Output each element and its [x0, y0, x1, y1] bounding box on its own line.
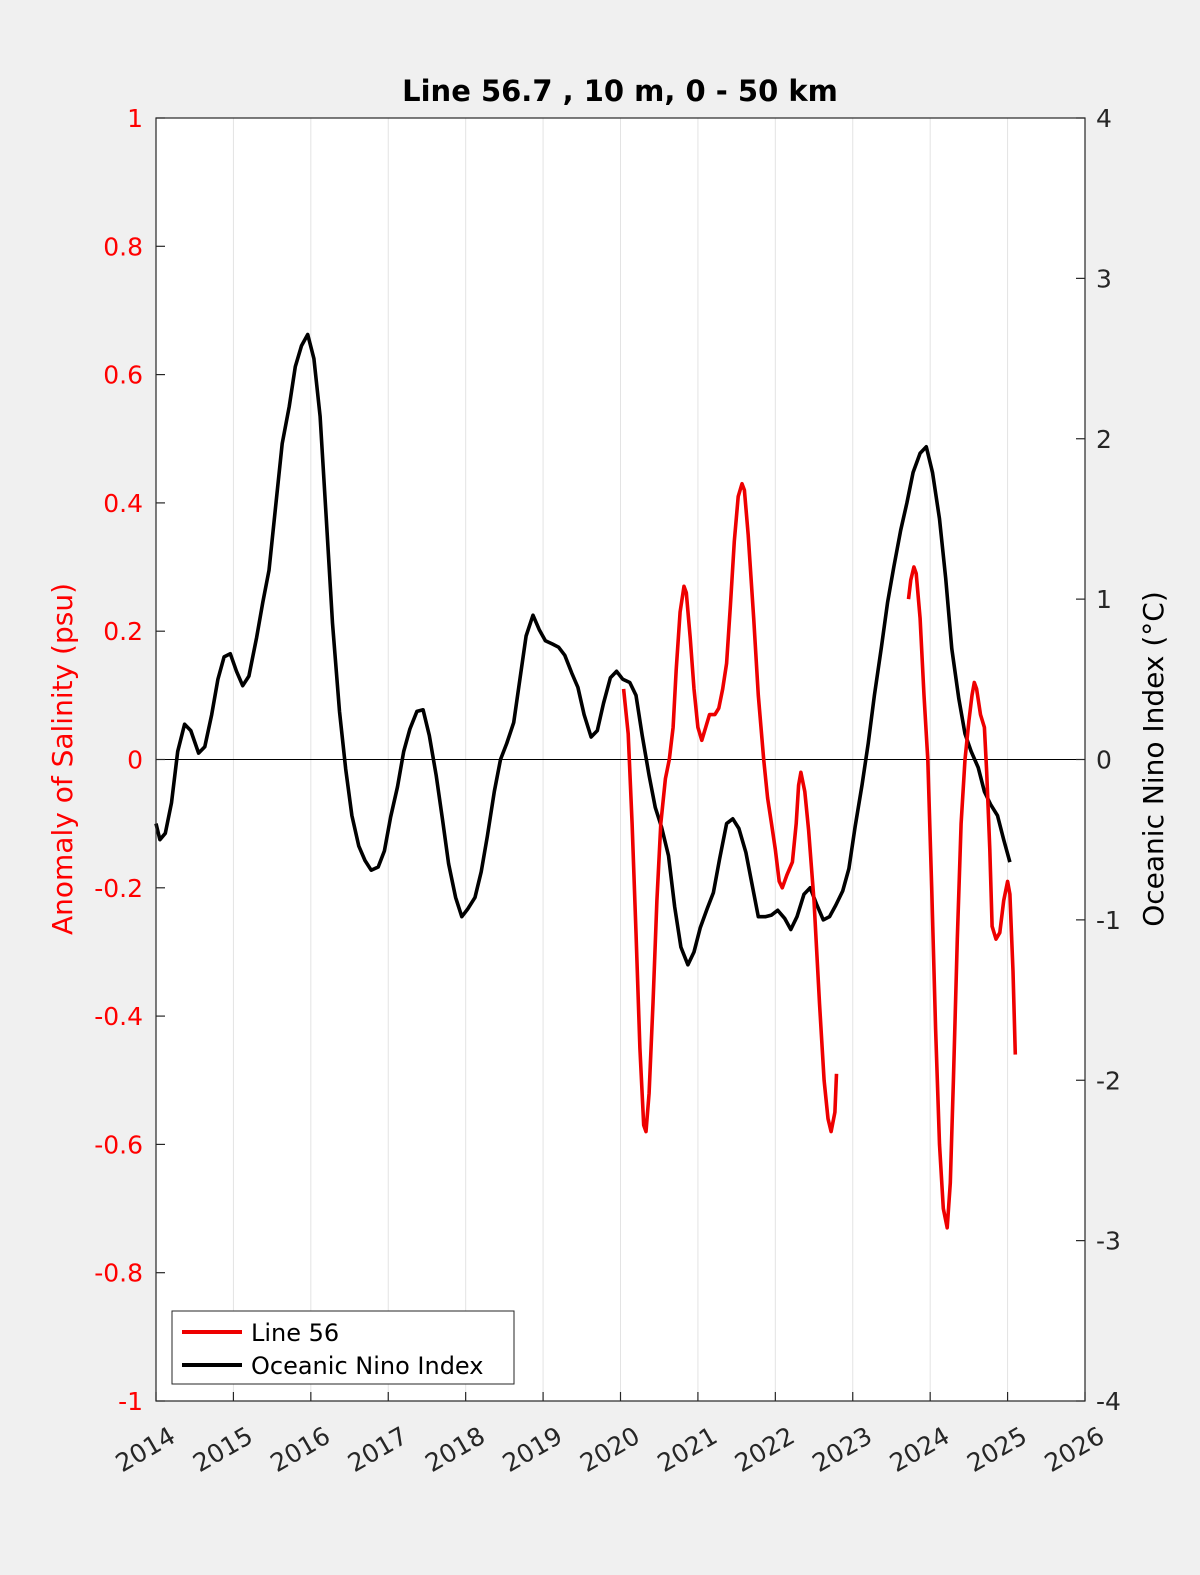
series-line-56-segment-1 [621, 481, 839, 1134]
y-left-tick-labels: -1 -0.8 -0.6 -0.4 -0.2 0 0.2 0.4 0.6 0.8 1 [94, 104, 143, 1416]
y-left-axis-label: Anomaly of Salinity (psu) [46, 583, 79, 935]
y-right-tick-label: 4 [1096, 104, 1112, 133]
y-left-tick-label: -0.4 [94, 1002, 143, 1031]
legend-label-oni: Oceanic Nino Index [251, 1352, 483, 1380]
y-right-tick-label: -1 [1096, 906, 1121, 935]
y-right-tick-label: -2 [1096, 1066, 1121, 1095]
y-left-tick-label: -0.6 [94, 1130, 143, 1159]
chart-title: Line 56.7 , 10 m, 0 - 50 km [402, 74, 838, 108]
y-right-tick-label: 0 [1096, 746, 1112, 775]
y-right-axis-label: Oceanic Nino Index (°C) [1137, 591, 1170, 927]
y-left-tick-label: -0.8 [94, 1259, 143, 1288]
y-right-tick-label: 1 [1096, 585, 1112, 614]
y-left-tick-label: 0 [127, 746, 143, 775]
y-right-tick-label: -4 [1096, 1387, 1121, 1416]
series-layer [154, 332, 1018, 1230]
axis-ticks [155, 117, 1086, 1402]
y-left-tick-label: -1 [118, 1387, 143, 1416]
y-right-tick-label: -3 [1096, 1227, 1121, 1256]
y-right-tick-label: 2 [1096, 425, 1112, 454]
y-left-tick-label: 0.2 [103, 617, 143, 646]
y-left-tick-label: 1 [127, 104, 143, 133]
legend-label-line-56: Line 56 [251, 1319, 339, 1347]
legend-box [171, 1310, 515, 1385]
y-left-tick-label: 0.8 [103, 232, 143, 261]
y-right-tick-label: 3 [1096, 264, 1112, 293]
y-right-tick-labels: -4 -3 -2 -1 0 1 2 3 4 [1096, 104, 1121, 1416]
series-line-56-segment-2 [906, 565, 1018, 1230]
series-oceanic-nino-index-segment-1 [154, 332, 1012, 967]
y-left-tick-label: -0.2 [94, 874, 143, 903]
y-left-tick-label: 0.6 [103, 361, 143, 390]
legend: Line 56 Oceanic Nino Index [171, 1310, 515, 1385]
y-left-tick-label: 0.4 [103, 489, 143, 518]
